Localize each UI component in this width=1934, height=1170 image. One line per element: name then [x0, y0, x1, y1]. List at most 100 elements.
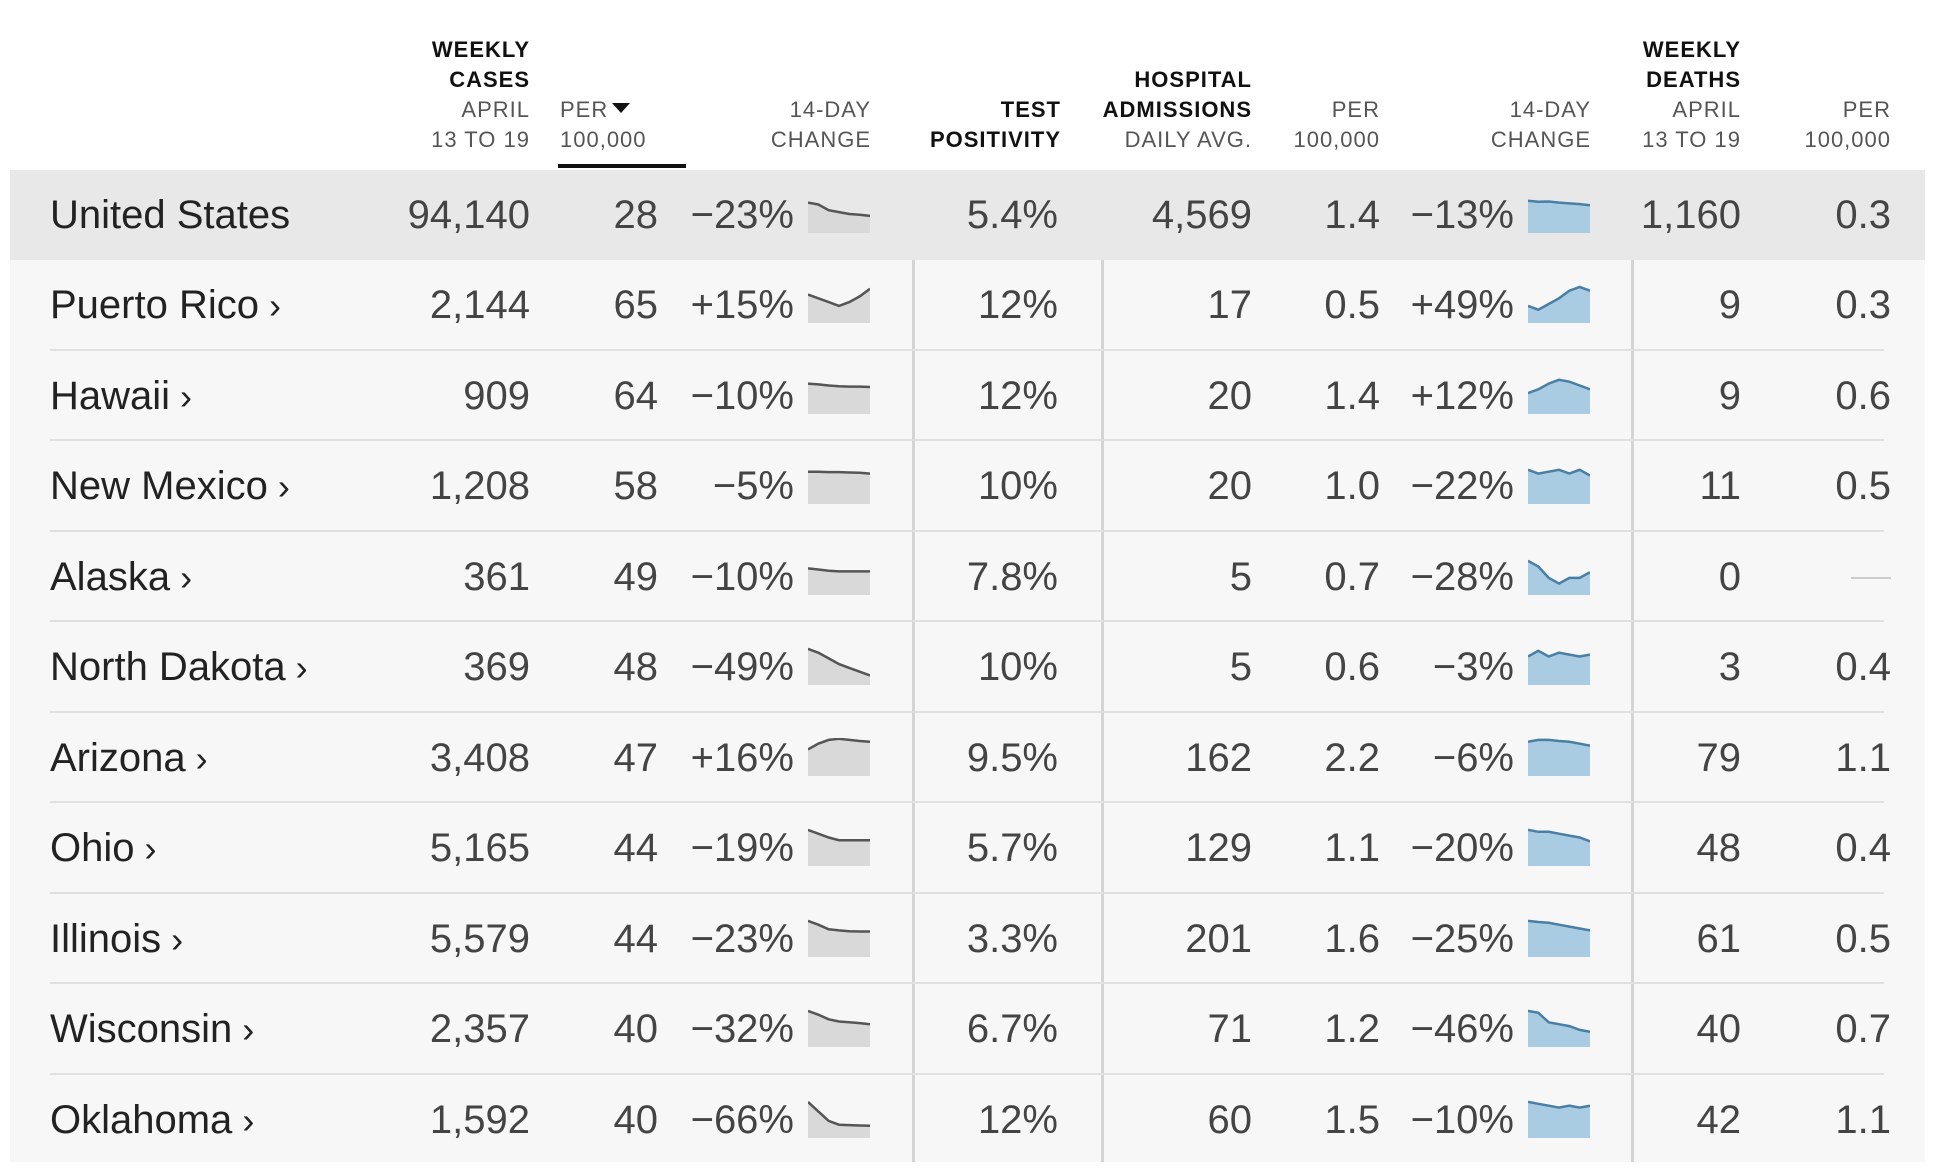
cases-trend-sparkline-area — [808, 1010, 870, 1047]
deaths-per-100k-value: 0.5 — [1835, 464, 1891, 508]
state-name-link[interactable]: Alaska › — [50, 532, 192, 623]
hospital-admissions-value: 201 — [1185, 916, 1252, 961]
weekly-cases-value: 3,408 — [429, 735, 530, 780]
hosp-trend-sparkline — [1528, 1009, 1590, 1047]
cases-trend-sparkline — [808, 737, 870, 776]
deaths-per-100k-value: 1.1 — [1835, 735, 1891, 780]
hosp-trend-sparkline-line — [1528, 285, 1590, 312]
cases-per-100k-value: 47 — [613, 735, 659, 780]
cases-per-100k-value: 44 — [613, 826, 659, 870]
table-row[interactable]: Arizona › 3,408 47 +16% 9.5% 162 2.2 −6% 79 1.1 — [0, 713, 1934, 804]
chevron-right-icon: › — [268, 285, 281, 326]
col-deaths-per-100k[interactable]: PER 100,000 — [1804, 95, 1891, 155]
cases-trend-sparkline-area — [808, 829, 870, 866]
hosp-trend-sparkline-area — [1528, 739, 1590, 776]
row-divider — [50, 801, 1884, 803]
chevron-right-icon: › — [277, 466, 290, 507]
hosp-per-100k-value: 1.5 — [1324, 1097, 1380, 1142]
col-hospital-admissions[interactable]: HOSPITAL ADMISSIONS DAILY AVG. — [1103, 65, 1252, 155]
cases-per-100k-value: 40 — [613, 1007, 659, 1051]
cases-trend-sparkline-line — [808, 470, 870, 475]
hosp-trend-sparkline-area — [1528, 560, 1590, 595]
divider-hospital-deaths — [1631, 170, 1634, 1162]
cases-change-value: +16% — [690, 735, 794, 780]
table-row-national: United States 94,140 28 −23% 5.4% 4,569 1.4 −13… — [0, 170, 1934, 260]
table-row[interactable]: Hawaii › 909 64 −10% 12% 20 1.4 +12% 9 0.6 — [0, 351, 1934, 442]
cases-trend-sparkline — [808, 381, 870, 414]
table-row[interactable]: Wisconsin › 2,357 40 −32% 6.7% 71 1.2 −46% 40 0.7 — [0, 984, 1934, 1075]
state-name-link[interactable]: New Mexico › — [50, 441, 290, 532]
cases-change-value: −10% — [690, 554, 794, 599]
state-name-link[interactable]: Oklahoma › — [50, 1075, 254, 1166]
national-row-highlight — [10, 170, 1925, 260]
col-cases-per-100k[interactable]: PER 100,000 — [560, 95, 690, 155]
hosp-trend-sparkline-area — [1528, 1101, 1590, 1138]
weekly-cases-value: 2,357 — [429, 1007, 530, 1051]
weekly-deaths-value: 3 — [1718, 645, 1741, 689]
weekly-cases-value: 2,144 — [429, 283, 530, 327]
test-positivity-value: 12% — [977, 1097, 1058, 1142]
cases-change-value: −32% — [690, 1007, 794, 1051]
cases-per-100k-value: 28 — [613, 193, 659, 237]
col-hosp-change-line2: CHANGE — [1490, 127, 1591, 152]
hosp-trend-sparkline-line — [1528, 468, 1590, 477]
cases-change-value: −19% — [690, 826, 794, 870]
cases-trend-sparkline-line — [808, 737, 870, 750]
chevron-right-icon: › — [171, 918, 184, 960]
table-row[interactable]: Alaska › 361 49 −10% 7.8% 5 0.7 −28% 0 — [0, 532, 1934, 623]
cases-trend-sparkline-area — [808, 648, 870, 685]
table-body: United States 94,140 28 −23% 5.4% 4,569 1.4 −13… — [0, 170, 1934, 1165]
table-row[interactable]: Illinois › 5,579 44 −23% 3.3% 201 1.6 −25% 61 0.5 — [0, 894, 1934, 985]
cases-change-value: −66% — [690, 1097, 794, 1142]
hosp-per-100k-value: 1.0 — [1324, 464, 1380, 508]
col-hosp-per-100k-line1: PER — [1331, 97, 1380, 122]
cases-trend-sparkline-area — [808, 288, 870, 323]
cases-change-value: −23% — [690, 916, 794, 961]
col-hosp-per-100k[interactable]: PER 100,000 — [1293, 95, 1380, 155]
table-row[interactable]: New Mexico › 1,208 58 −5% 10% 20 1.0 −22% 11 0.5 — [0, 441, 1934, 532]
state-name-link[interactable]: Hawaii › — [50, 351, 192, 442]
table-row[interactable]: Oklahoma › 1,592 40 −66% 12% 60 1.5 −10% 42 1.1 — [0, 1075, 1934, 1166]
col-test-positivity[interactable]: TEST POSITIVITY — [930, 95, 1061, 155]
hosp-trend-sparkline-line — [1528, 1100, 1590, 1109]
state-name: United States — [50, 193, 291, 237]
state-name: Arizona — [50, 735, 186, 780]
col-cases-per-100k-line2: 100,000 — [560, 127, 647, 152]
weekly-deaths-value: 48 — [1696, 826, 1742, 870]
hospital-admissions-value: 5 — [1229, 554, 1252, 599]
state-name-link[interactable]: Illinois › — [50, 894, 183, 985]
deaths-panel-bg — [1632, 170, 1925, 1162]
col-weekly-cases[interactable]: WEEKLY CASES APRIL 13 TO 19 — [431, 35, 530, 155]
hosp-trend-sparkline — [1528, 1100, 1590, 1138]
hosp-change-value: +12% — [1410, 373, 1514, 418]
chevron-right-icon: › — [295, 647, 308, 688]
hosp-trend-sparkline — [1528, 738, 1590, 776]
cases-trend-sparkline-area — [808, 383, 870, 414]
weekly-cases-value: 1,592 — [429, 1097, 530, 1142]
state-name-link[interactable]: Arizona › — [50, 713, 208, 804]
hosp-trend-sparkline-line — [1528, 828, 1590, 843]
col-weekly-deaths-sub2: 13 TO 19 — [1642, 127, 1741, 152]
table-row[interactable]: Puerto Rico › 2,144 65 +15% 12% 17 0.5 +49% 9 0.3 — [0, 260, 1934, 351]
state-name: Oklahoma — [50, 1097, 233, 1142]
hosp-trend-sparkline — [1528, 378, 1590, 414]
state-name-link[interactable]: North Dakota › — [50, 622, 308, 713]
weekly-cases-value: 909 — [463, 373, 530, 418]
hosp-change-value: −25% — [1410, 916, 1514, 961]
state-name-link[interactable]: Wisconsin › — [50, 984, 254, 1075]
chevron-right-icon: › — [144, 828, 157, 869]
cases-per-100k-value: 58 — [613, 464, 659, 508]
hosp-trend-sparkline-line — [1528, 559, 1590, 585]
table-row[interactable]: Ohio › 5,165 44 −19% 5.7% 129 1.1 −20% 48 0.4 — [0, 803, 1934, 894]
col-weekly-deaths[interactable]: WEEKLY DEATHS APRIL 13 TO 19 — [1642, 35, 1741, 155]
hosp-per-100k-value: 1.4 — [1324, 193, 1380, 237]
state-name-link[interactable]: Ohio › — [50, 803, 157, 894]
col-test-positivity-line2: POSITIVITY — [929, 127, 1061, 152]
weekly-cases-value: 1,208 — [429, 464, 530, 508]
col-hosp-14day-change[interactable]: 14-DAY CHANGE — [1491, 95, 1591, 155]
table-row[interactable]: North Dakota › 369 48 −49% 10% 5 0.6 −3% 3 0.4 — [0, 622, 1934, 713]
state-name-link[interactable]: Puerto Rico › — [50, 260, 281, 351]
hosp-change-value: −10% — [1410, 1097, 1514, 1142]
col-cases-14day-change[interactable]: 14-DAY CHANGE — [771, 95, 871, 155]
